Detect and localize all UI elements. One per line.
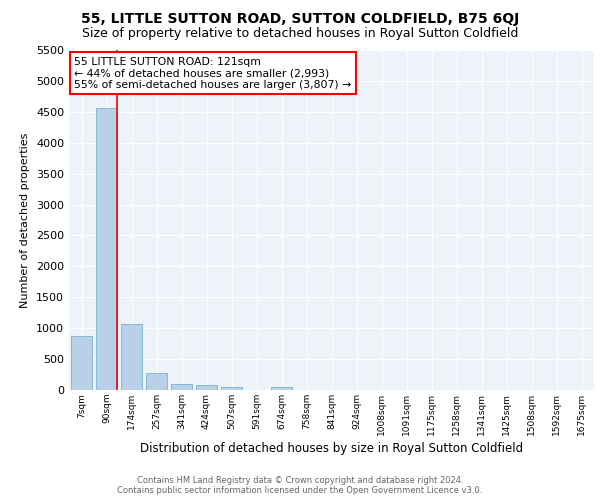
X-axis label: Distribution of detached houses by size in Royal Sutton Coldfield: Distribution of detached houses by size … [140,442,523,455]
Text: 55 LITTLE SUTTON ROAD: 121sqm
← 44% of detached houses are smaller (2,993)
55% o: 55 LITTLE SUTTON ROAD: 121sqm ← 44% of d… [74,57,352,90]
Bar [96,108,117,390]
Text: 55, LITTLE SUTTON ROAD, SUTTON COLDFIELD, B75 6QJ: 55, LITTLE SUTTON ROAD, SUTTON COLDFIELD… [81,12,519,26]
Bar [71,336,92,390]
Bar [221,387,242,390]
Text: Contains HM Land Registry data © Crown copyright and database right 2024.
Contai: Contains HM Land Registry data © Crown c… [118,476,482,495]
Y-axis label: Number of detached properties: Number of detached properties [20,132,31,308]
Bar [171,384,192,390]
Bar [196,385,217,390]
Bar [271,387,292,390]
Text: Size of property relative to detached houses in Royal Sutton Coldfield: Size of property relative to detached ho… [82,28,518,40]
Bar [146,372,167,390]
Bar [121,324,142,390]
